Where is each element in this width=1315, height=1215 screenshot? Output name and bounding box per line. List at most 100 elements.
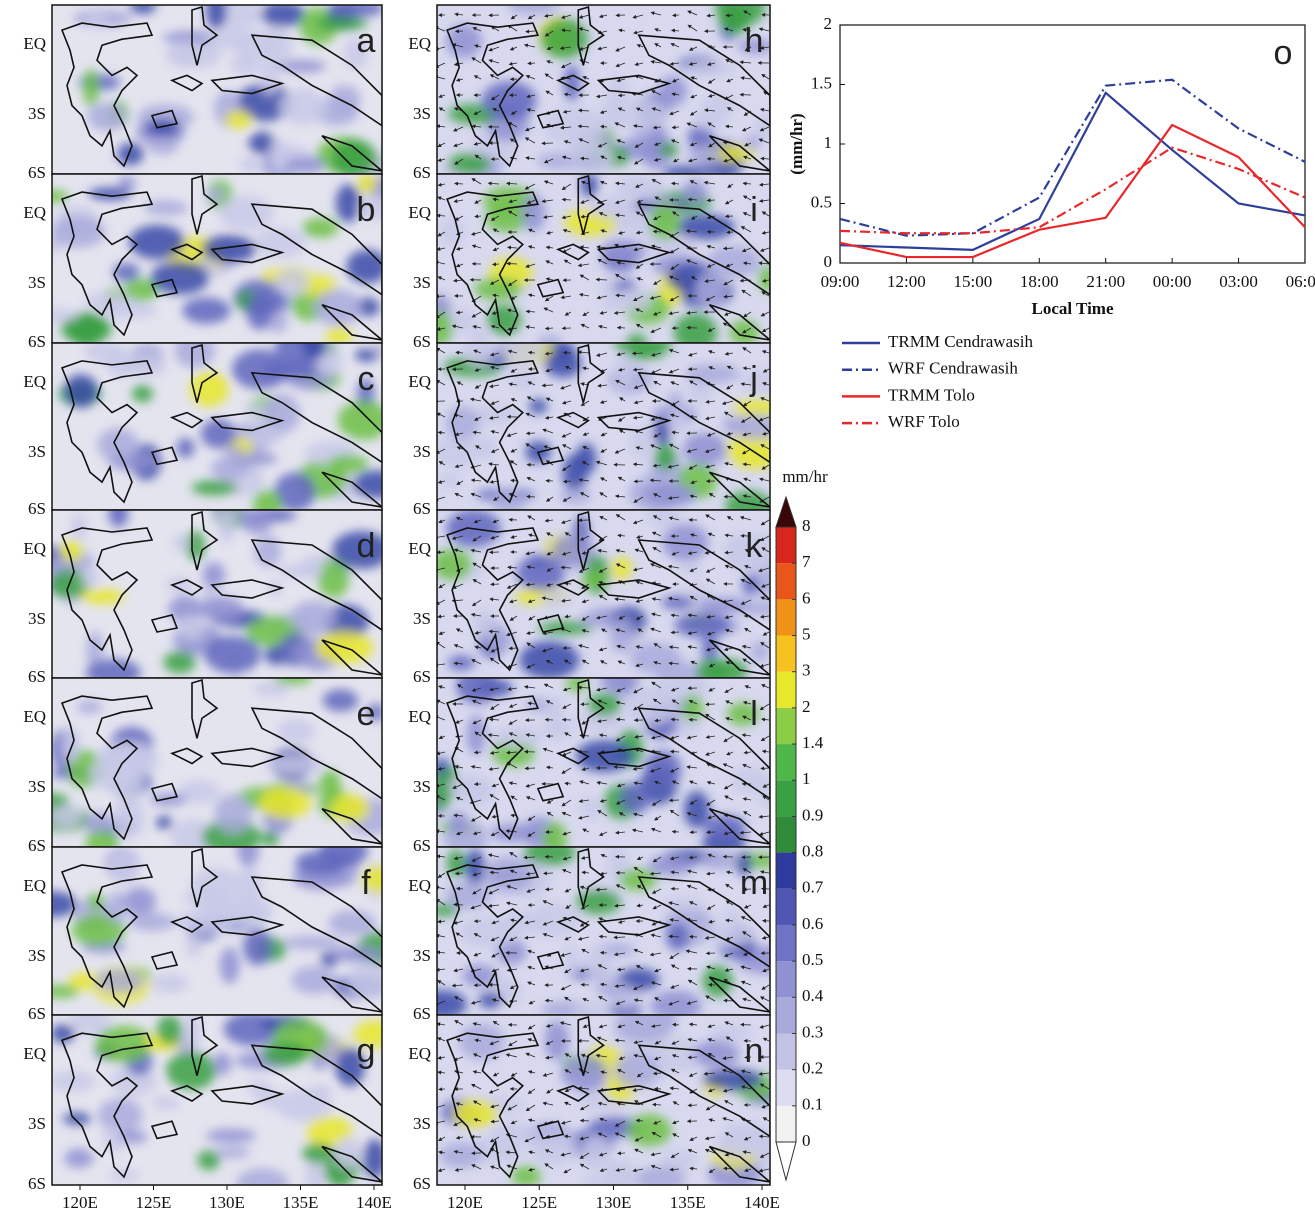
rain-blob (166, 1051, 216, 1089)
colorbar-label: 1.4 (802, 733, 824, 752)
rain-blob (214, 794, 252, 833)
lon-label: 130E (596, 1193, 632, 1212)
map-panel: d (29, 491, 390, 687)
panel-letter: c (358, 360, 375, 398)
lat-label: EQ (23, 1044, 46, 1063)
rain-blob (661, 596, 694, 610)
rain-blob (743, 135, 761, 151)
panel-letter: j (749, 360, 758, 398)
colorbar-segment (776, 780, 796, 816)
lat-label: 3S (413, 609, 431, 628)
rain-blob (288, 156, 325, 173)
panel-letter: a (357, 22, 376, 60)
lon-label: 135E (670, 1193, 706, 1212)
rain-blob (615, 288, 651, 312)
rain-blob (724, 909, 743, 921)
map-panel: c (52, 327, 399, 523)
rain-blob (163, 651, 195, 673)
rain-blob (446, 406, 480, 440)
map-field (35, 671, 399, 856)
legend-label: TRMM Tolo (888, 385, 975, 404)
lat-label: 3S (28, 273, 46, 292)
rain-blob (662, 897, 703, 911)
rain-blob (129, 225, 185, 259)
rain-blob (151, 261, 209, 295)
rain-blob (206, 1129, 256, 1143)
map-field (28, 831, 399, 1015)
map-field (52, 0, 404, 191)
colorbar-segment (776, 599, 796, 635)
rain-blob (682, 181, 707, 205)
rain-blob (264, 394, 300, 434)
rain-blob (683, 433, 727, 466)
lat-label: 6S (413, 1004, 431, 1023)
map-panel: n (435, 1007, 784, 1192)
rain-blob (688, 145, 721, 168)
rain-blob (695, 271, 727, 307)
lat-label: EQ (408, 1044, 431, 1063)
colorbar-label: 2 (802, 697, 811, 716)
lat-label: 6S (28, 667, 46, 686)
rain-blob (76, 700, 102, 713)
lat-label: EQ (23, 34, 46, 53)
rain-blob (363, 1139, 387, 1178)
rain-blob (474, 278, 521, 301)
colorbar-label: 8 (802, 516, 811, 535)
rain-blob (545, 350, 582, 378)
lat-label: 6S (28, 499, 46, 518)
lon-label: 120E (62, 1193, 98, 1212)
rain-blob (64, 1148, 93, 1168)
map-field (429, 666, 781, 859)
rain-blob (132, 385, 153, 403)
rain-blob (643, 484, 696, 507)
rain-blob (329, 85, 360, 114)
rain-blob (118, 176, 136, 191)
rain-blob (150, 973, 189, 993)
rain-blob (508, 369, 538, 390)
rain-blob (95, 970, 145, 994)
rain-blob (144, 200, 188, 216)
y-tick-label: 0.5 (811, 192, 832, 211)
colorbar-label: 0 (802, 1131, 811, 1150)
rain-blob (595, 981, 633, 998)
rain-blob (61, 726, 80, 763)
colorbar-label: 5 (802, 624, 811, 643)
lat-label: 3S (28, 609, 46, 628)
rain-blob (605, 1161, 636, 1189)
lat-label: 3S (28, 1114, 46, 1133)
map-field (29, 491, 390, 687)
panel-letter: b (357, 191, 376, 229)
map-panel: h (435, 0, 782, 182)
lat-label: EQ (23, 539, 46, 558)
x-tick-label: 06:00 (1286, 272, 1315, 291)
rain-blob (485, 205, 528, 232)
page: {"maps": { "panels": ["a", "b", "c", "d"… (0, 0, 1315, 1215)
rain-blob (276, 719, 315, 744)
rain-blob (674, 613, 732, 638)
y-tick-label: 0 (824, 252, 833, 271)
lat-label: EQ (408, 539, 431, 558)
rain-blob (474, 437, 497, 460)
rain-blob (191, 480, 237, 495)
rain-blob (331, 139, 377, 178)
rain-blob (614, 1052, 659, 1088)
colorbar-label: 0.3 (802, 1022, 823, 1041)
colorbar-segment (776, 816, 796, 852)
rain-blob (253, 682, 289, 697)
map-field (432, 498, 785, 689)
wind-vector (525, 768, 535, 769)
colorbar-label: 0.9 (802, 805, 823, 824)
lat-label: EQ (23, 876, 46, 895)
rain-blob (170, 41, 202, 65)
rain-blob (63, 1113, 91, 1125)
lat-label: 6S (413, 1174, 431, 1193)
rain-blob (328, 454, 368, 473)
colorbar-label: 0.7 (802, 878, 824, 897)
map-panel: j (435, 330, 786, 522)
rain-blob (276, 1088, 333, 1121)
rain-blob (265, 755, 325, 774)
panel-letter: d (357, 527, 376, 565)
rain-blob (41, 985, 79, 999)
rain-blob (200, 597, 244, 623)
rain-blob (613, 677, 633, 696)
